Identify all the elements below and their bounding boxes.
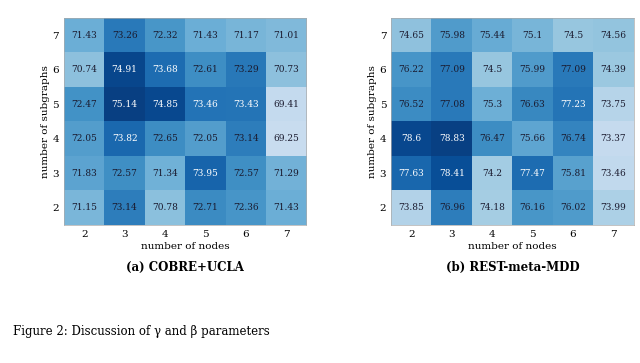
Text: 76.02: 76.02 bbox=[560, 203, 586, 212]
Text: 70.74: 70.74 bbox=[71, 65, 97, 74]
Text: 75.14: 75.14 bbox=[111, 100, 138, 109]
Text: 70.78: 70.78 bbox=[152, 203, 178, 212]
Text: 77.09: 77.09 bbox=[560, 65, 586, 74]
Text: 73.46: 73.46 bbox=[193, 100, 218, 109]
Text: 71.15: 71.15 bbox=[71, 203, 97, 212]
Text: 76.96: 76.96 bbox=[439, 203, 465, 212]
Text: 76.16: 76.16 bbox=[520, 203, 545, 212]
Text: 69.25: 69.25 bbox=[273, 134, 299, 143]
Text: 72.47: 72.47 bbox=[71, 100, 97, 109]
Text: 74.56: 74.56 bbox=[600, 31, 627, 40]
Text: 74.18: 74.18 bbox=[479, 203, 505, 212]
Text: 73.75: 73.75 bbox=[600, 100, 627, 109]
Text: 73.43: 73.43 bbox=[233, 100, 259, 109]
Text: 72.57: 72.57 bbox=[233, 169, 259, 178]
Text: 73.37: 73.37 bbox=[600, 134, 626, 143]
Text: 72.36: 72.36 bbox=[233, 203, 259, 212]
Text: 77.47: 77.47 bbox=[520, 169, 545, 178]
Text: 76.47: 76.47 bbox=[479, 134, 505, 143]
Text: 71.01: 71.01 bbox=[273, 31, 299, 40]
Text: 76.52: 76.52 bbox=[399, 100, 424, 109]
Text: 77.09: 77.09 bbox=[439, 65, 465, 74]
Text: 72.05: 72.05 bbox=[193, 134, 218, 143]
Text: 76.63: 76.63 bbox=[520, 100, 545, 109]
Text: 74.5: 74.5 bbox=[563, 31, 583, 40]
Text: 71.43: 71.43 bbox=[71, 31, 97, 40]
X-axis label: number of nodes: number of nodes bbox=[468, 242, 557, 251]
Text: 75.1: 75.1 bbox=[522, 31, 543, 40]
Text: 74.5: 74.5 bbox=[482, 65, 502, 74]
Text: 69.41: 69.41 bbox=[273, 100, 299, 109]
Text: 72.61: 72.61 bbox=[193, 65, 218, 74]
Text: Figure 2: Discussion of γ and β parameters: Figure 2: Discussion of γ and β paramete… bbox=[13, 325, 269, 338]
Text: 77.63: 77.63 bbox=[399, 169, 424, 178]
Y-axis label: number of subgraphs: number of subgraphs bbox=[41, 65, 50, 178]
Text: 75.44: 75.44 bbox=[479, 31, 505, 40]
Text: 73.95: 73.95 bbox=[193, 169, 218, 178]
Text: 77.23: 77.23 bbox=[560, 100, 586, 109]
Text: 76.22: 76.22 bbox=[399, 65, 424, 74]
Text: 75.81: 75.81 bbox=[560, 169, 586, 178]
Text: 75.66: 75.66 bbox=[520, 134, 546, 143]
Text: 73.14: 73.14 bbox=[112, 203, 138, 212]
Text: (b) REST-meta-MDD: (b) REST-meta-MDD bbox=[445, 261, 579, 274]
Text: 73.14: 73.14 bbox=[233, 134, 259, 143]
Text: 72.05: 72.05 bbox=[71, 134, 97, 143]
Text: 71.34: 71.34 bbox=[152, 169, 178, 178]
Text: 76.74: 76.74 bbox=[560, 134, 586, 143]
Text: 75.99: 75.99 bbox=[520, 65, 546, 74]
Text: 78.6: 78.6 bbox=[401, 134, 422, 143]
Text: 73.26: 73.26 bbox=[112, 31, 138, 40]
Text: 74.91: 74.91 bbox=[111, 65, 138, 74]
Text: 75.98: 75.98 bbox=[439, 31, 465, 40]
Text: 78.83: 78.83 bbox=[439, 134, 465, 143]
Text: 73.82: 73.82 bbox=[112, 134, 138, 143]
Text: 75.3: 75.3 bbox=[482, 100, 502, 109]
Text: 71.43: 71.43 bbox=[193, 31, 218, 40]
Text: 71.29: 71.29 bbox=[273, 169, 299, 178]
Text: 74.85: 74.85 bbox=[152, 100, 178, 109]
Text: 71.43: 71.43 bbox=[273, 203, 299, 212]
Text: 73.85: 73.85 bbox=[399, 203, 424, 212]
Text: 77.08: 77.08 bbox=[439, 100, 465, 109]
Text: 73.46: 73.46 bbox=[600, 169, 627, 178]
Text: 72.65: 72.65 bbox=[152, 134, 178, 143]
Text: 73.29: 73.29 bbox=[233, 65, 259, 74]
Text: 73.99: 73.99 bbox=[600, 203, 627, 212]
Y-axis label: number of subgraphs: number of subgraphs bbox=[368, 65, 377, 178]
Text: 71.83: 71.83 bbox=[71, 169, 97, 178]
Text: 72.57: 72.57 bbox=[111, 169, 138, 178]
Text: 71.17: 71.17 bbox=[233, 31, 259, 40]
Text: 73.68: 73.68 bbox=[152, 65, 178, 74]
X-axis label: number of nodes: number of nodes bbox=[141, 242, 230, 251]
Text: 72.71: 72.71 bbox=[193, 203, 218, 212]
Text: 78.41: 78.41 bbox=[439, 169, 465, 178]
Text: 72.32: 72.32 bbox=[152, 31, 178, 40]
Text: 70.73: 70.73 bbox=[273, 65, 299, 74]
Text: 74.39: 74.39 bbox=[600, 65, 627, 74]
Text: (a) COBRE+UCLA: (a) COBRE+UCLA bbox=[126, 261, 244, 274]
Text: 74.2: 74.2 bbox=[482, 169, 502, 178]
Text: 74.65: 74.65 bbox=[399, 31, 424, 40]
